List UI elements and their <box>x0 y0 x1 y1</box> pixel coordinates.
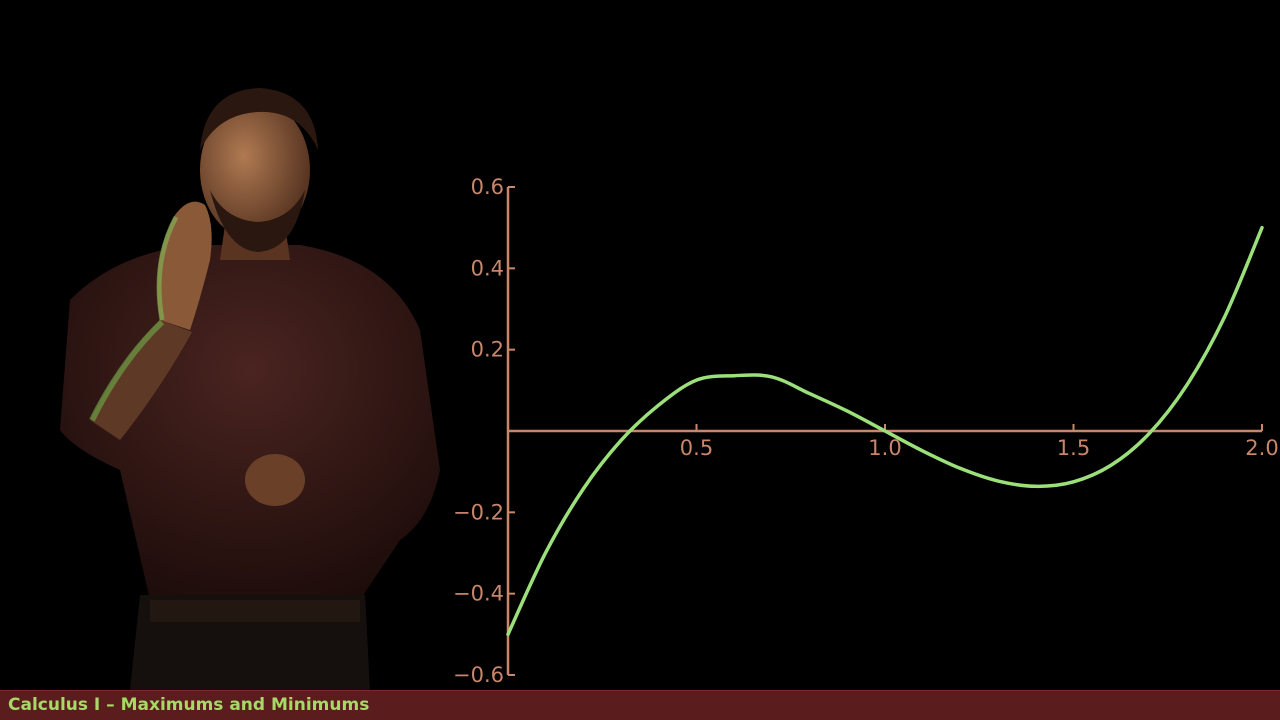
x-tick-label: 0.5 <box>680 436 713 460</box>
tick-labels: 0.5 1.0 1.5 2.0 0.6 0.4 0.2 −0.2 −0.4 −0.6 <box>453 175 1279 687</box>
y-tick-label: −0.4 <box>453 582 504 606</box>
series-line-0 <box>506 225 1264 637</box>
x-tick-label: 1.0 <box>868 436 901 460</box>
x-tick-label: 1.5 <box>1057 436 1090 460</box>
series <box>506 225 1264 637</box>
presenter-figure <box>60 88 440 690</box>
y-tick-label: 0.6 <box>471 175 504 199</box>
y-tick-label: 0.2 <box>471 338 504 362</box>
y-tick-label: −0.2 <box>453 500 504 524</box>
y-tick-label: 0.4 <box>471 256 504 280</box>
course-title: Calculus I – Maximums and Minimums <box>8 695 370 715</box>
x-tick-label: 2.0 <box>1245 436 1278 460</box>
y-tick-label: −0.6 <box>453 663 504 687</box>
function-plot: 0.5 1.0 1.5 2.0 0.6 0.4 0.2 −0.2 −0.4 −0.6 <box>453 175 1279 687</box>
footer-bar: Calculus I – Maximums and Minimums <box>0 690 1280 720</box>
